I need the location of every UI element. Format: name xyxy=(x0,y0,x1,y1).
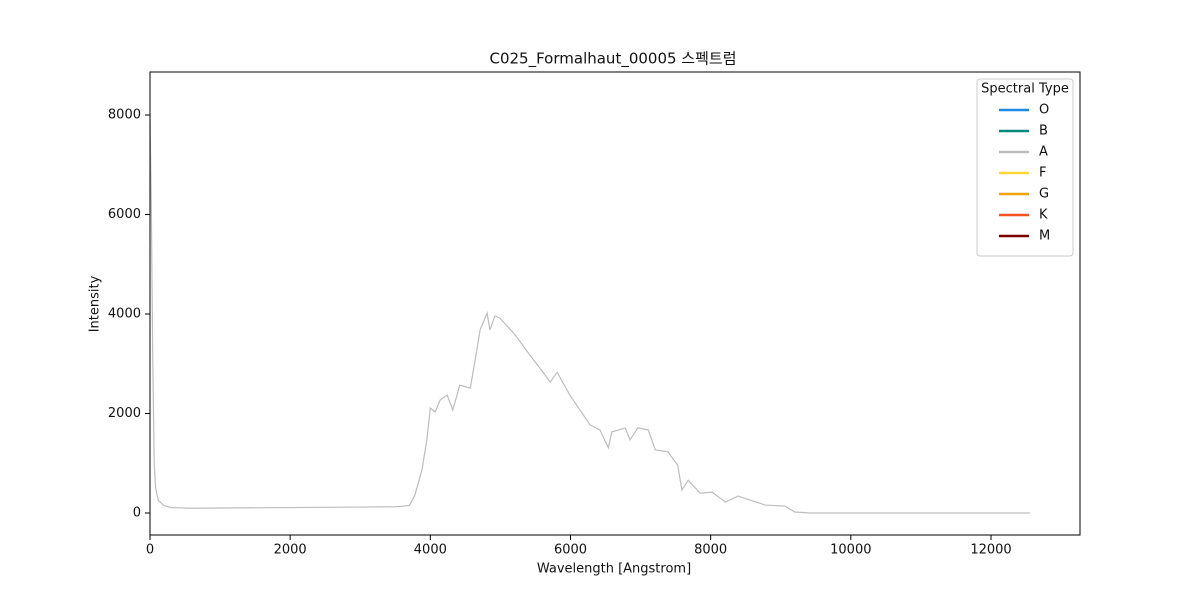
y-tick-label: 6000 xyxy=(108,207,141,222)
x-axis-label: Wavelength [Angstrom] xyxy=(537,562,691,577)
legend-label: O xyxy=(1039,103,1049,118)
legend-box xyxy=(976,78,1074,257)
x-tick-label: 2000 xyxy=(274,543,307,558)
y-tick-label: 0 xyxy=(133,506,141,521)
y-tick-label: 4000 xyxy=(108,306,141,321)
x-tick-label: 8000 xyxy=(694,543,727,558)
plot-frame xyxy=(149,71,1081,536)
legend-label: K xyxy=(1039,208,1048,223)
y-axis-label: Intensity xyxy=(88,275,103,332)
chart-title: C025_Formalhaut_00005 스펙트럼 xyxy=(489,50,736,69)
x-tick-label: 0 xyxy=(146,543,154,558)
legend-label: G xyxy=(1039,187,1049,202)
x-tick-label: 12000 xyxy=(970,543,1011,558)
x-tick-label: 4000 xyxy=(414,543,447,558)
legend-title: Spectral Type xyxy=(981,82,1069,97)
y-tick-label: 8000 xyxy=(108,107,141,122)
x-tick-label: 6000 xyxy=(554,543,587,558)
legend-label: F xyxy=(1039,166,1046,181)
x-tick-label: 10000 xyxy=(830,543,871,558)
legend-label: M xyxy=(1039,229,1050,244)
y-tick-label: 2000 xyxy=(108,406,141,421)
series-line xyxy=(150,114,1030,514)
legend-label: A xyxy=(1039,145,1048,160)
legend-label: B xyxy=(1039,124,1048,139)
